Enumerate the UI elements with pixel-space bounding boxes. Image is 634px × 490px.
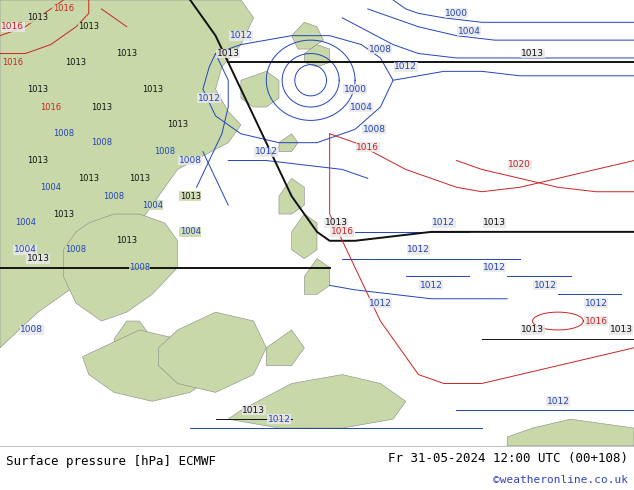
Text: 1013: 1013 — [483, 219, 506, 227]
Text: 1008: 1008 — [363, 125, 385, 134]
Text: Fr 31-05-2024 12:00 UTC (00+108): Fr 31-05-2024 12:00 UTC (00+108) — [387, 452, 628, 465]
Text: 1008: 1008 — [103, 192, 125, 201]
Text: 1013: 1013 — [91, 102, 112, 112]
Text: 1013: 1013 — [179, 192, 201, 201]
Text: 1000: 1000 — [445, 9, 468, 18]
Text: 1004: 1004 — [179, 227, 201, 236]
Text: 1016: 1016 — [331, 227, 354, 236]
Text: 1013: 1013 — [217, 49, 240, 58]
Text: 1016: 1016 — [53, 4, 74, 13]
Text: 1008: 1008 — [91, 138, 112, 147]
Text: 1012: 1012 — [534, 281, 557, 290]
Text: 1012: 1012 — [230, 31, 252, 40]
Text: 1004: 1004 — [14, 245, 37, 254]
Text: 1013: 1013 — [27, 85, 49, 94]
Text: 1012: 1012 — [369, 299, 392, 308]
Text: 1008: 1008 — [369, 45, 392, 53]
Text: 1012: 1012 — [198, 94, 221, 102]
Text: 1013: 1013 — [27, 13, 49, 23]
Text: 1013: 1013 — [521, 49, 544, 58]
Text: 1004: 1004 — [141, 200, 163, 210]
Text: 1013: 1013 — [129, 174, 150, 183]
Text: 1008: 1008 — [154, 147, 176, 156]
Text: 1012: 1012 — [420, 281, 443, 290]
Text: 1013: 1013 — [610, 325, 633, 335]
Text: 1013: 1013 — [325, 219, 347, 227]
Text: 1013: 1013 — [167, 121, 188, 129]
Text: 1013: 1013 — [78, 22, 100, 31]
Text: 1004: 1004 — [15, 219, 36, 227]
Text: 1004: 1004 — [458, 27, 481, 36]
Text: 1004: 1004 — [350, 102, 373, 112]
Text: ©weatheronline.co.uk: ©weatheronline.co.uk — [493, 475, 628, 485]
Text: 1008: 1008 — [179, 156, 202, 165]
Text: 1016: 1016 — [2, 58, 23, 67]
Text: 1013: 1013 — [53, 210, 74, 219]
Text: 1012: 1012 — [585, 299, 607, 308]
Text: 1008: 1008 — [53, 129, 74, 138]
Text: 1013: 1013 — [65, 58, 87, 67]
Text: 1008: 1008 — [65, 245, 87, 254]
Text: 1012: 1012 — [407, 245, 430, 254]
Text: 1016: 1016 — [356, 143, 379, 151]
Text: 1013: 1013 — [141, 85, 163, 94]
Text: 1012: 1012 — [432, 219, 455, 227]
Text: 1013: 1013 — [116, 236, 138, 245]
Text: 1013: 1013 — [27, 156, 49, 165]
Text: 1000: 1000 — [344, 85, 366, 94]
Text: 1012: 1012 — [268, 415, 290, 424]
Text: 1016: 1016 — [40, 102, 61, 112]
Text: 1013: 1013 — [242, 406, 265, 415]
Text: 1013: 1013 — [521, 325, 544, 335]
Text: Surface pressure [hPa] ECMWF: Surface pressure [hPa] ECMWF — [6, 455, 216, 468]
Text: 1008: 1008 — [129, 263, 150, 272]
Text: 1013: 1013 — [27, 254, 49, 263]
Text: 1008: 1008 — [20, 325, 43, 335]
Text: 1013: 1013 — [78, 174, 100, 183]
Text: 1016: 1016 — [1, 22, 24, 31]
Text: 1012: 1012 — [483, 263, 506, 272]
Text: 1012: 1012 — [255, 147, 278, 156]
Text: 1016: 1016 — [585, 317, 607, 325]
Text: 1013: 1013 — [116, 49, 138, 58]
Text: 1012: 1012 — [547, 397, 569, 406]
Text: 1004: 1004 — [40, 183, 61, 192]
Text: 1012: 1012 — [394, 62, 417, 72]
Text: 1020: 1020 — [508, 161, 531, 170]
